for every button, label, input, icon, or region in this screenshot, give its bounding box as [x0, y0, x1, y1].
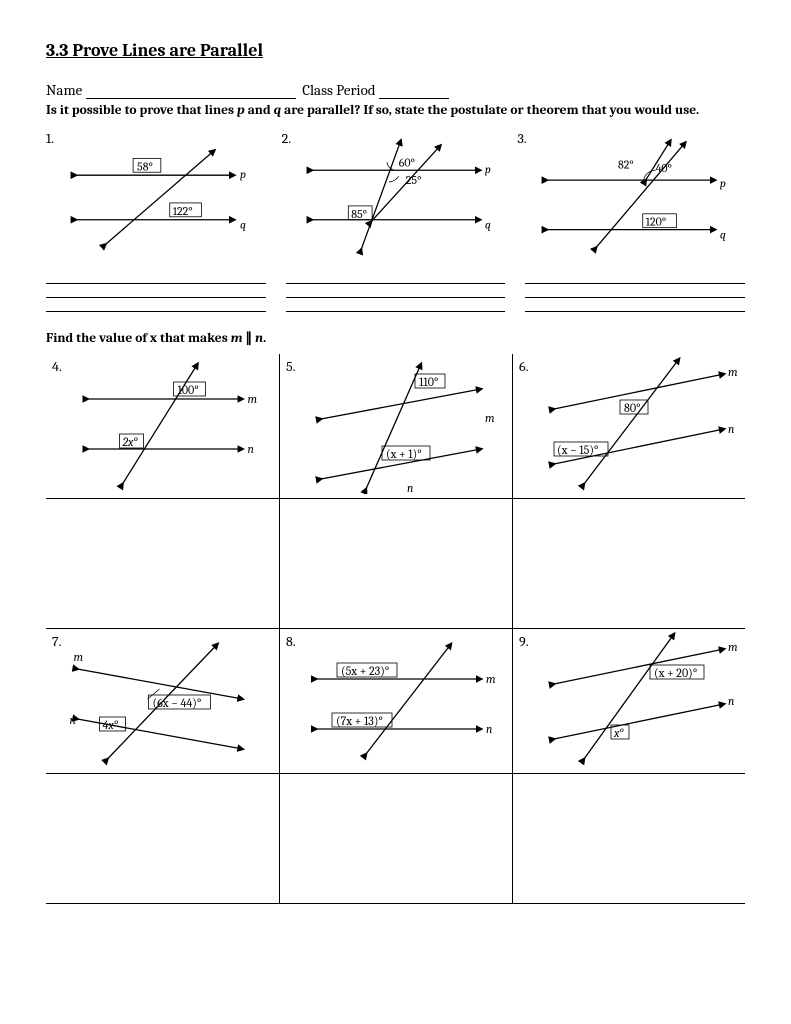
svg-text:n: n	[486, 722, 492, 736]
svg-text:122°: 122°	[173, 204, 193, 218]
problem-number: 4.	[52, 358, 62, 375]
period-blank	[379, 85, 449, 99]
instruction-2: Find the value of x that makes m ∥ n.	[46, 330, 745, 346]
svg-text:m: m	[486, 672, 496, 686]
problem-number: 7.	[52, 633, 61, 650]
problem-number: 1.	[46, 130, 54, 147]
svg-text:m: m	[728, 365, 738, 379]
problem-8: 8. (5x + 23)° (7x + 13)° m n	[279, 629, 512, 774]
diagram-6: 80° (x − 15)° m n	[513, 354, 745, 494]
problem-number: 6.	[519, 358, 528, 375]
svg-text:m: m	[248, 392, 258, 406]
svg-text:n: n	[728, 694, 734, 708]
problem-number: 9.	[519, 633, 529, 650]
problem-1: 1. 58° 122° p q	[46, 130, 274, 264]
svg-text:40°: 40°	[656, 161, 672, 175]
diagram-1: 58° 122° p q	[46, 130, 274, 260]
svg-text:(x + 1)°: (x + 1)°	[386, 447, 422, 461]
svg-text:n: n	[248, 442, 254, 456]
problems-grid: 4. 100° 2x° m n 5. 110°	[46, 354, 745, 904]
page-title: 3.3 Prove Lines are Parallel	[46, 40, 745, 61]
svg-text:m: m	[485, 411, 495, 425]
problem-3: 3. 82° 40° 120° p q	[517, 130, 745, 264]
svg-text:q: q	[240, 218, 246, 232]
svg-text:100°: 100°	[178, 383, 199, 397]
problem-number: 5.	[286, 358, 296, 375]
svg-text:4x°: 4x°	[103, 718, 119, 732]
name-label: Name	[46, 81, 82, 99]
diagram-9: (x + 20)° x° m n	[513, 629, 745, 769]
svg-text:110°: 110°	[419, 375, 438, 389]
work-9	[512, 774, 745, 904]
problem-2: 2. 60° 25° 85° p q	[282, 130, 510, 264]
svg-text:(5x + 23)°: (5x + 23)°	[341, 664, 389, 678]
problem-6: 6. 80° (x − 15)° m n	[512, 354, 745, 499]
problem-number: 8.	[286, 633, 296, 650]
diagram-8: (5x + 23)° (7x + 13)° m n	[280, 629, 512, 769]
svg-text:58°: 58°	[137, 159, 153, 173]
svg-text:(6x − 44)°: (6x − 44)°	[153, 696, 202, 710]
svg-text:q: q	[485, 218, 491, 232]
svg-text:(x + 20)°: (x + 20)°	[654, 666, 697, 680]
svg-text:25°: 25°	[405, 173, 421, 187]
answer-lines-row	[46, 272, 745, 314]
svg-text:p: p	[720, 176, 726, 190]
problem-5: 5. 110° (x + 1)° m n	[279, 354, 512, 499]
svg-text:x°: x°	[613, 726, 624, 740]
work-8	[279, 774, 512, 904]
diagram-7: (6x − 44)° 4x° m n	[46, 629, 279, 769]
name-blank	[86, 85, 296, 99]
diagram-4: 100° 2x° m n	[46, 354, 279, 494]
svg-text:p: p	[240, 167, 246, 181]
diagram-3: 82° 40° 120° p q	[517, 130, 745, 260]
svg-text:(x − 15)°: (x − 15)°	[557, 443, 598, 457]
problem-9: 9. (x + 20)° x° m n	[512, 629, 745, 774]
svg-text:85°: 85°	[351, 207, 367, 221]
svg-text:(7x + 13)°: (7x + 13)°	[336, 714, 383, 728]
answer-lines-3	[525, 272, 745, 314]
svg-text:80°: 80°	[624, 401, 641, 415]
work-6	[512, 499, 745, 629]
answer-lines-1	[46, 272, 266, 314]
diagram-2: 60° 25° 85° p q	[282, 130, 510, 260]
answer-lines-2	[286, 272, 506, 314]
row-problems-1-3: 1. 58° 122° p q 2. 60°	[46, 130, 745, 264]
work-5	[279, 499, 512, 629]
problem-number: 2.	[282, 130, 292, 147]
work-4	[46, 499, 279, 629]
problem-7: 7. (6x − 44)° 4x° m n	[46, 629, 279, 774]
svg-text:n: n	[70, 713, 76, 727]
problem-4: 4. 100° 2x° m n	[46, 354, 279, 499]
work-7	[46, 774, 279, 904]
instruction-1: Is it possible to prove that lines p and…	[46, 103, 745, 118]
name-period-row: Name Class Period	[46, 81, 745, 99]
svg-text:m: m	[74, 650, 84, 664]
svg-text:n: n	[728, 422, 734, 436]
svg-text:82°: 82°	[618, 157, 634, 171]
svg-text:n: n	[407, 481, 413, 494]
svg-text:2x°: 2x°	[122, 435, 139, 449]
svg-text:60°: 60°	[398, 155, 414, 169]
period-label: Class Period	[302, 81, 375, 99]
svg-text:120°: 120°	[646, 215, 666, 229]
svg-text:m: m	[728, 640, 738, 654]
svg-text:p: p	[485, 162, 491, 176]
problem-number: 3.	[517, 130, 526, 147]
diagram-5: 110° (x + 1)° m n	[280, 354, 512, 494]
svg-text:q: q	[720, 228, 726, 242]
